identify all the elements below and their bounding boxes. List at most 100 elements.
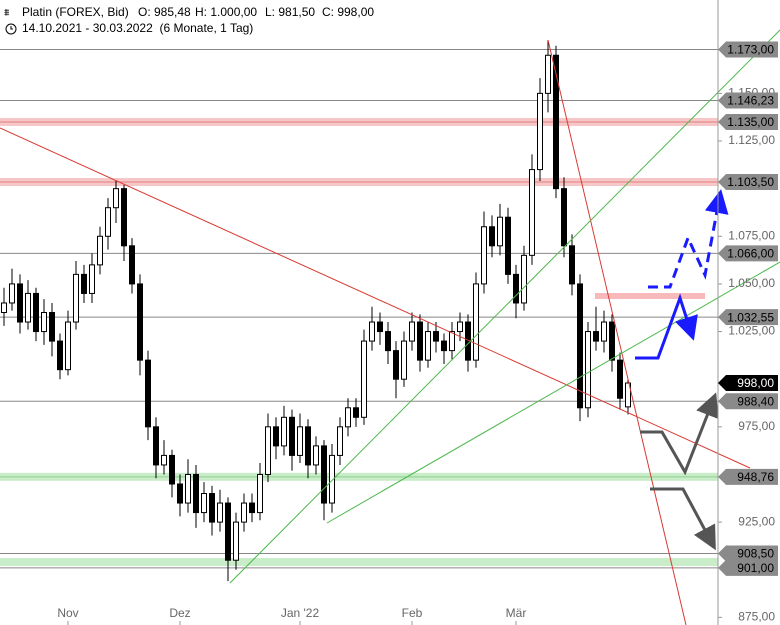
candle-body [9,283,15,304]
candle-body [401,340,407,380]
levels [0,49,718,569]
candle-body [217,502,223,523]
level-tag [718,545,778,562]
candle-body [473,283,479,361]
trend-line [547,39,687,625]
level-label: 998,00 [737,376,774,390]
candle-body [489,226,495,247]
candle-body [137,283,143,361]
level-tag [718,173,778,190]
candle-body [537,92,543,171]
y-tick-label: 925,00 [738,514,775,528]
candle-body [305,426,311,466]
arrow [650,487,716,551]
level-tag [718,559,778,576]
candle-body [497,216,503,247]
candle-body [33,292,39,333]
axes: 875,00 925,00 975,00 1.025,00 1.050,00 1.075,… [57,0,775,625]
candle-body [529,169,535,256]
candle-body [65,321,71,371]
icon: ⩩ [4,8,10,19]
candle-body [369,321,375,342]
level-label: 1.173,00 [727,43,774,57]
chart-subtitle: 14.10.2021 - 30.03.2022 (6 Monate, 1 Tag… [22,21,253,35]
candle-body [57,340,63,371]
arrow [640,392,719,476]
drawings-under [0,293,718,566]
y-tick-label: 1.125,00 [728,133,775,147]
header-bg [0,0,420,38]
level-label: 1.032,55 [727,310,774,324]
candle-body [553,54,559,190]
candle-body [81,273,87,294]
candle-body [353,407,359,418]
resistance-zone [595,293,705,299]
trend-lines [0,29,780,625]
level-tag [718,468,778,485]
y-tick-label: 1.025,00 [728,324,775,338]
candle-body [345,407,351,428]
ohlc-close: C: 998,00 [322,5,374,19]
clock-hand [10,26,13,30]
header: ⩩ Platin (FOREX, Bid) O: 985,48 H: 1.000… [0,0,420,38]
candle-body [577,283,583,409]
candle-body [625,382,631,408]
candle-body [225,502,231,561]
candle-body [73,273,79,323]
candle-body [209,493,215,523]
support-zone [0,558,718,566]
candle-body [585,331,591,409]
scenario-arrows [635,189,729,551]
candle-body [441,340,447,352]
candle-body [561,188,567,247]
arrow [648,189,729,289]
candle-body [617,359,623,399]
candle-body [609,321,615,361]
candle-body [265,426,271,475]
candle-body [233,521,239,561]
y-tick-label: 875,00 [738,610,775,624]
candle-body [97,235,103,266]
candle-body [385,331,391,352]
candle-body [433,331,439,342]
candle-body [281,416,287,447]
candle-body [321,445,327,504]
candle-body [569,245,575,285]
candle-body [249,502,255,514]
trend-line [229,29,780,584]
candle-body [377,321,383,333]
candle-body [1,302,7,314]
candle-body [105,207,111,237]
ohlc-low: L: 981,50 [265,5,315,19]
ohlc-high: H: 1.000,00 [195,5,257,19]
level-label: 901,00 [737,561,774,575]
candle-body [201,493,207,514]
level-tag [718,113,778,130]
y-tick-label: 975,00 [738,419,775,433]
candle-body [361,340,367,418]
candle-body [153,426,159,466]
level-label: 988,40 [737,394,774,408]
candle-body [593,331,599,342]
candle-body [393,350,399,380]
level-label: 1.135,00 [727,115,774,129]
level-label: 1.146,23 [727,94,774,108]
candle-body [177,483,183,504]
candle-body [449,331,455,352]
candle-body [505,216,511,275]
candle-body [41,312,47,333]
candle-body [289,416,295,456]
candle-body [313,445,319,466]
candle-body [417,321,423,361]
chart-title: Platin (FOREX, Bid) [22,5,129,19]
x-tick-label: Mär [506,606,527,620]
level-tag [718,92,778,109]
level-label: 1.066,00 [727,247,774,261]
candle-body [297,426,303,456]
candle-body [49,312,55,342]
candle-body [409,321,415,342]
level-tags: 1.173,00 1.146,23 1.135,00 1.103,50 1.066,00… [718,41,778,576]
candle-body [17,283,23,323]
level-tag [718,245,778,262]
